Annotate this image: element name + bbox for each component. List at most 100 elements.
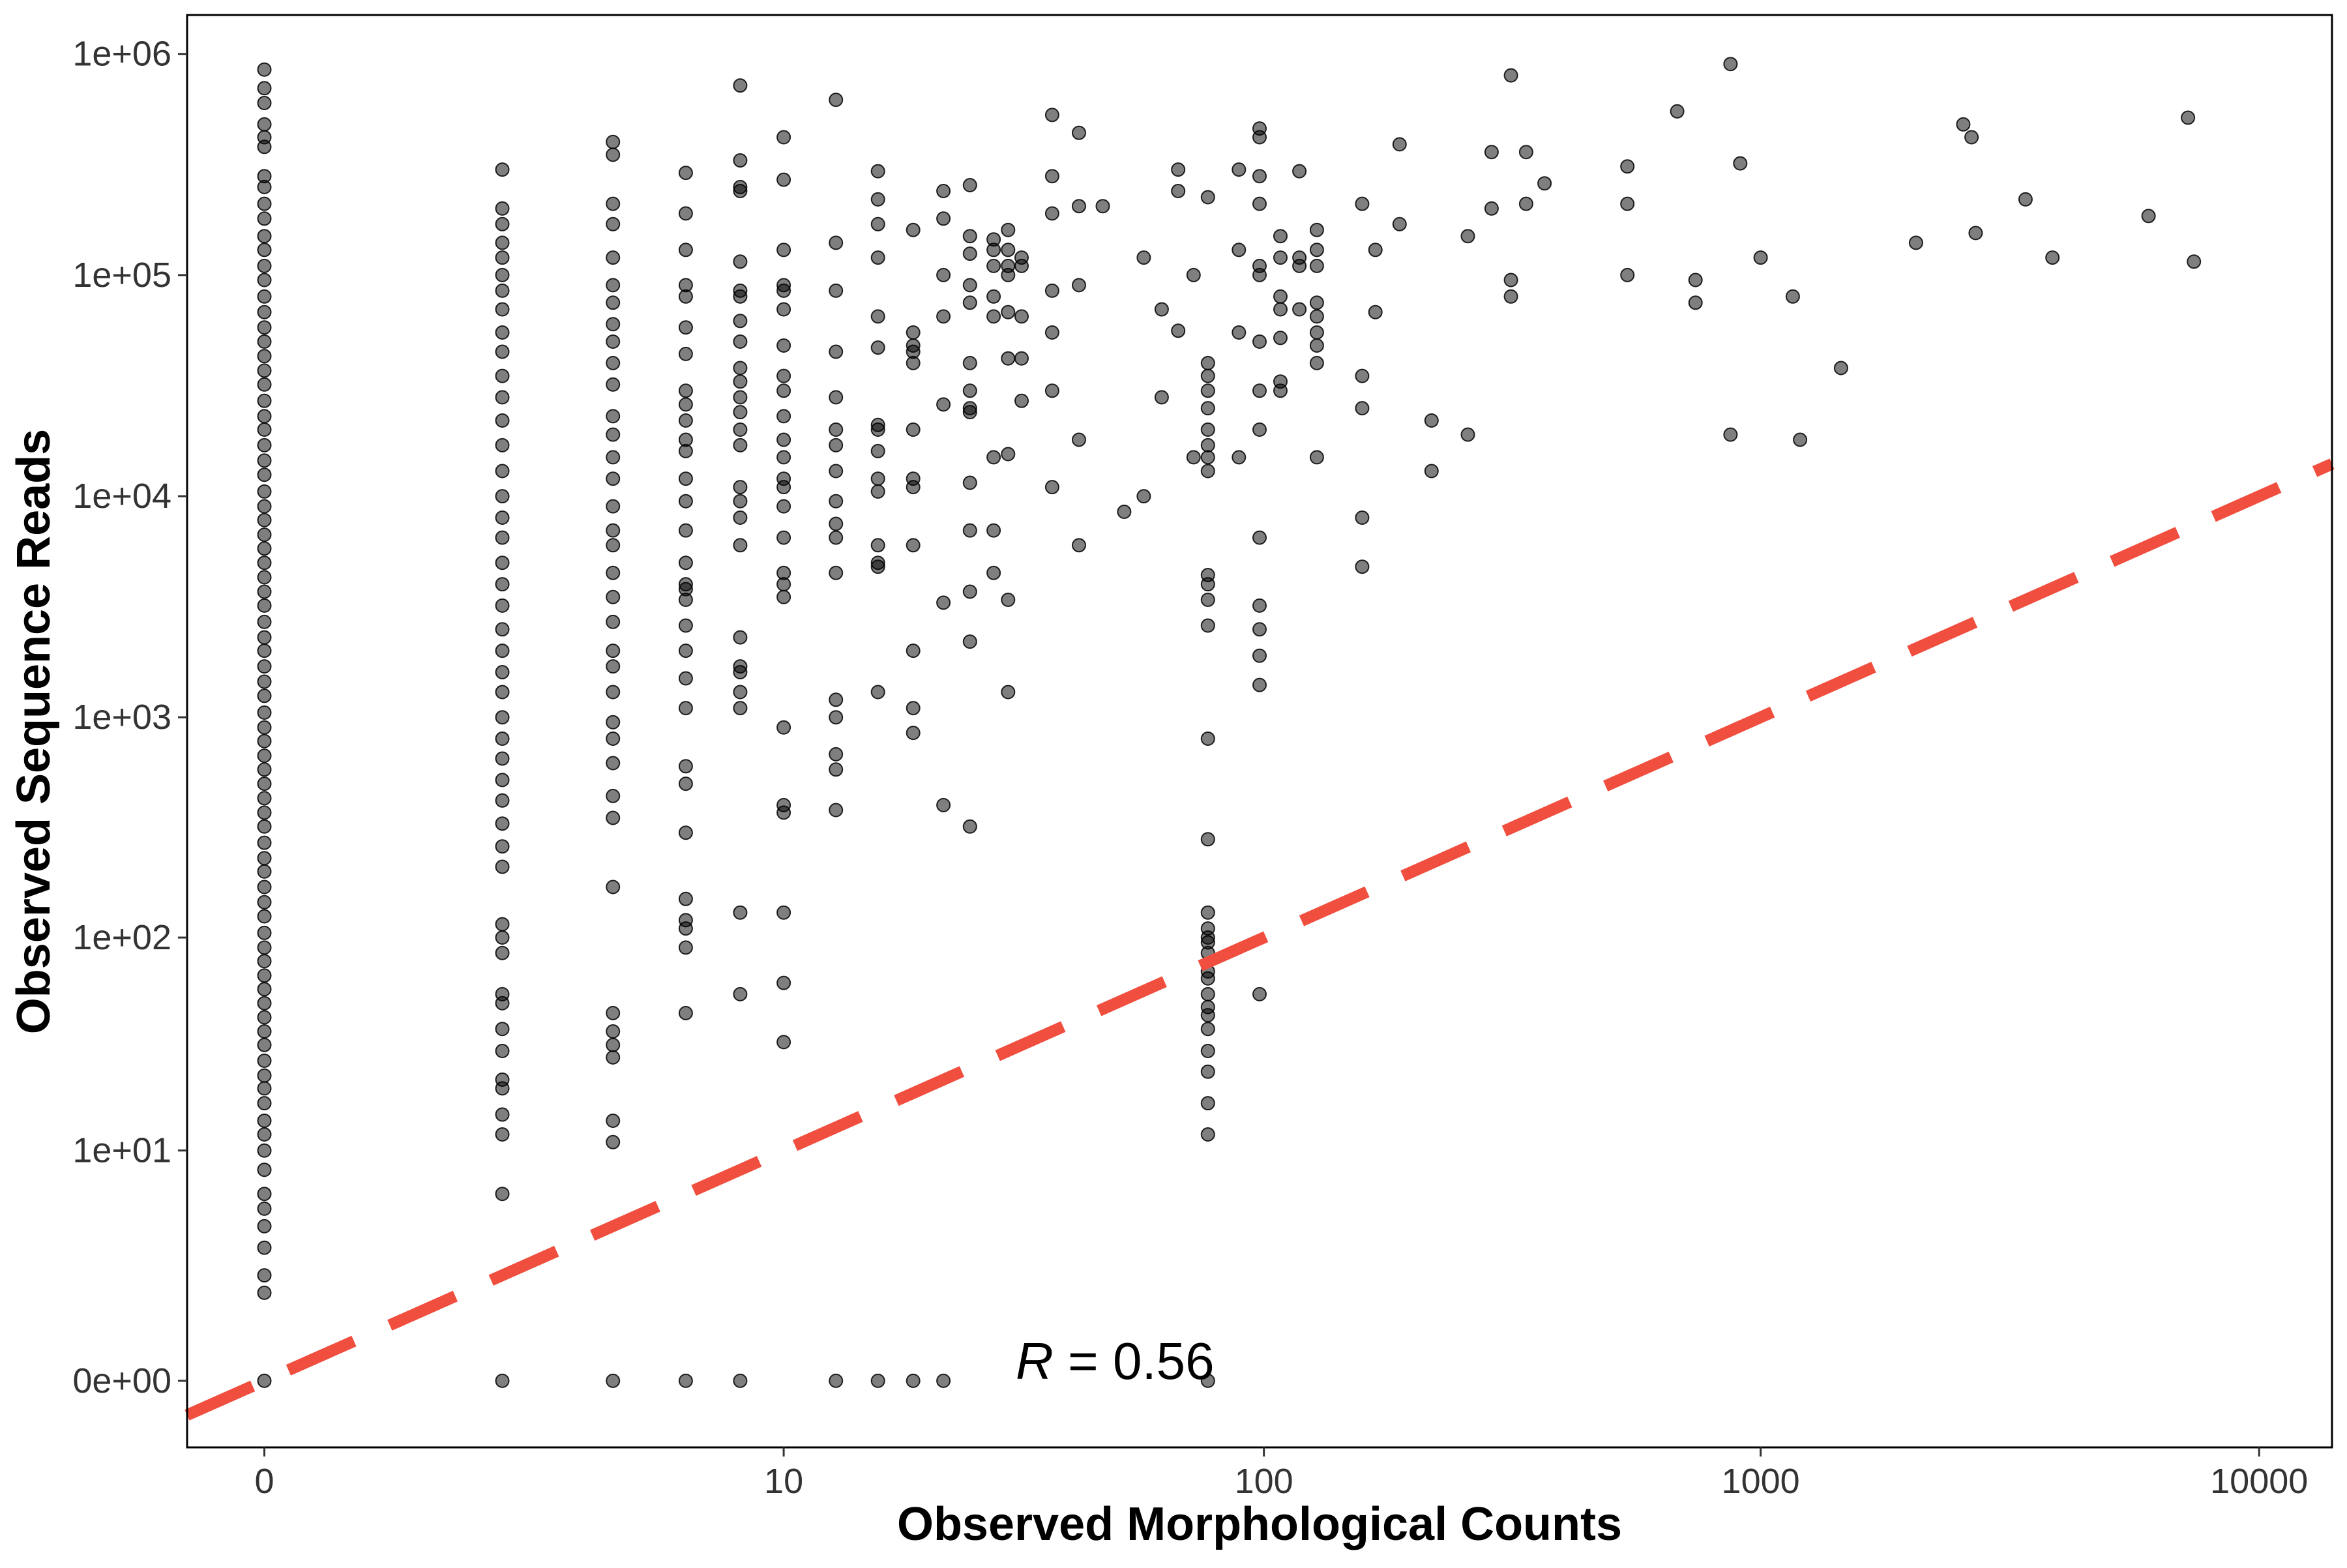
data-point <box>1355 510 1370 525</box>
data-point <box>1200 383 1215 398</box>
data-point <box>906 325 921 340</box>
data-point <box>257 1373 272 1388</box>
data-point <box>776 283 791 298</box>
data-point <box>1309 295 1324 310</box>
data-point <box>829 344 844 359</box>
data-point <box>1014 351 1029 366</box>
x-tick-label: 10 <box>764 1462 803 1501</box>
data-point <box>1200 1064 1215 1079</box>
data-point <box>257 1201 272 1216</box>
data-point <box>1252 196 1267 211</box>
data-point <box>678 289 693 304</box>
data-point <box>1200 190 1215 205</box>
data-point <box>962 383 977 398</box>
data-point <box>1232 162 1247 177</box>
data-point <box>1252 598 1267 613</box>
data-point <box>257 835 272 850</box>
data-point <box>257 688 272 703</box>
data-point <box>733 390 748 405</box>
data-point <box>257 1285 272 1300</box>
data-point <box>495 917 510 932</box>
data-point <box>1537 176 1552 191</box>
data-point <box>1273 229 1288 244</box>
data-point <box>870 340 885 355</box>
data-point <box>1200 832 1215 847</box>
data-point <box>1095 199 1110 214</box>
data-point <box>1200 986 1215 1001</box>
data-point <box>962 475 977 490</box>
data-point <box>870 1373 885 1388</box>
data-point <box>678 320 693 335</box>
data-point <box>1200 1008 1215 1023</box>
data-point <box>1044 383 1059 398</box>
data-point <box>257 1010 272 1025</box>
data-point <box>257 467 272 482</box>
data-point <box>495 413 510 428</box>
data-point <box>495 283 510 298</box>
data-point <box>870 484 885 499</box>
data-point <box>1014 393 1029 408</box>
data-point <box>257 1114 272 1128</box>
data-point <box>606 810 621 825</box>
data-point <box>606 614 621 629</box>
data-point <box>257 864 272 879</box>
data-point <box>678 921 693 936</box>
data-point <box>829 422 844 437</box>
data-point <box>1460 427 1475 442</box>
data-point <box>1785 289 1800 304</box>
data-point <box>257 1240 272 1255</box>
data-point <box>776 368 791 383</box>
data-point <box>257 541 272 556</box>
data-point <box>257 512 272 527</box>
data-point <box>1688 273 1703 288</box>
data-point <box>1200 1373 1215 1388</box>
data-point <box>829 762 844 777</box>
y-tick-label: 1e+01 <box>72 1131 171 1170</box>
data-point <box>1723 427 1738 442</box>
data-point <box>1200 577 1215 592</box>
data-point <box>1273 302 1288 317</box>
data-point <box>962 584 977 599</box>
data-point <box>776 130 791 145</box>
data-point <box>257 1037 272 1052</box>
data-point <box>1072 538 1086 553</box>
data-point <box>2187 254 2202 269</box>
data-point <box>1171 162 1186 177</box>
data-point <box>829 494 844 509</box>
data-point <box>257 895 272 910</box>
data-point <box>1309 222 1324 237</box>
data-point <box>678 777 693 791</box>
data-point <box>257 777 272 791</box>
data-point <box>733 1373 748 1388</box>
data-point <box>257 733 272 748</box>
data-point <box>495 996 510 1011</box>
data-point <box>257 140 272 155</box>
data-point <box>257 334 272 349</box>
data-point <box>1200 971 1215 986</box>
data-point <box>606 1037 621 1052</box>
x-axis-ticks: 0 10 100 1000 10000 <box>254 1447 2308 1501</box>
data-point <box>606 880 621 895</box>
data-point <box>870 685 885 700</box>
data-point <box>678 346 693 361</box>
data-point <box>257 555 272 570</box>
data-point <box>1355 368 1370 383</box>
data-point <box>733 184 748 198</box>
data-point <box>257 630 272 645</box>
data-point <box>1392 216 1407 231</box>
data-point <box>495 250 510 265</box>
data-point <box>257 1143 272 1158</box>
data-point <box>962 278 977 293</box>
data-point <box>495 732 510 746</box>
data-point <box>936 267 951 282</box>
data-point <box>1072 125 1086 140</box>
data-point <box>606 450 621 465</box>
data-point <box>257 674 272 689</box>
data-point <box>776 720 791 735</box>
data-point <box>606 196 621 211</box>
data-point <box>962 246 977 261</box>
data-point <box>1292 164 1307 179</box>
data-point <box>1232 450 1247 465</box>
data-point <box>257 179 272 194</box>
data-point <box>1309 243 1324 258</box>
